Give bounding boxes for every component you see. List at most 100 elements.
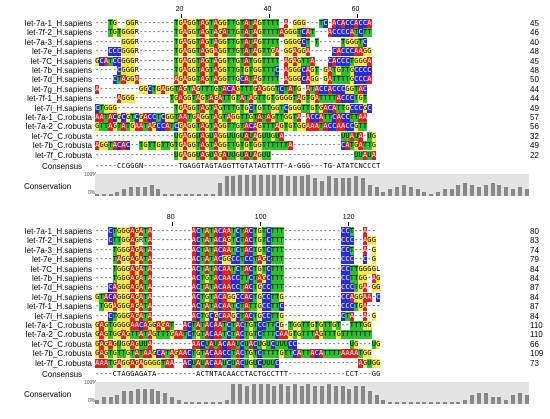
- nucleotide-cell: A: [95, 358, 100, 368]
- sequence-name[interactable]: let-7a-3_H.sapiens: [24, 37, 92, 47]
- sequence-row[interactable]: ---TGTGGGR--------TGAGGTAGTAGATTGTATAGTT…: [95, 28, 372, 38]
- sequence-name[interactable]: let-7b_C.robusta: [32, 141, 92, 151]
- sequence-row[interactable]: ---CTGGGAGATA---------ACTATACAATCTACTGTC…: [95, 227, 376, 236]
- nucleotide-cell: T: [261, 113, 267, 122]
- sequence-row[interactable]: GTACAGGGAGATA---------ACTGTACAGGCCACTGCC…: [95, 292, 381, 302]
- sequence-name[interactable]: let-7C_C.robusta: [31, 131, 92, 141]
- nucleotide-cell: T: [261, 264, 267, 274]
- sequence-name[interactable]: let-7b_C.robusta: [32, 349, 92, 359]
- sequence-name[interactable]: let-7b_H.sapiens: [31, 66, 92, 75]
- nucleotide-cell: A: [138, 122, 144, 132]
- conservation-bar: [415, 189, 420, 196]
- sequence-row[interactable]: ------------------UGAGGUAGUAGGUUGUAUAGUU…: [95, 131, 376, 141]
- sequence-name[interactable]: let-7a-2_C.robusta: [25, 330, 92, 340]
- sequence-name[interactable]: let-7a-2_C.robusta: [25, 122, 92, 132]
- sequence-row[interactable]: AGGTACAC--TGTTGTTGTGAGGTAGTAGGTTGTGTGGTT…: [95, 141, 376, 151]
- nucleotide-cell: -: [178, 227, 183, 235]
- sequence-name[interactable]: let-7g_H.sapiens: [31, 84, 92, 94]
- nucleotide-cell: G: [279, 94, 284, 104]
- sequence-row[interactable]: ----CTAGGA--------AGAGGTAGTAGGTTGCATAGTT…: [95, 75, 372, 85]
- sequence-name[interactable]: let-7f-2_H.sapiens: [27, 28, 92, 38]
- sequence-name[interactable]: let-7i_H.sapiens: [34, 311, 92, 321]
- sequence-name[interactable]: let-7e_H.sapiens: [31, 47, 92, 57]
- nucleotide-cell: G: [112, 339, 117, 349]
- sequence-row[interactable]: ----TGGGAGATA---------ACTATACAATCTACTGTC…: [95, 245, 376, 255]
- sequence-row[interactable]: GCATCCGGGR--------TGAGGTAGTAGGTTGTATGGTT…: [95, 56, 372, 66]
- nucleotide-cell: -: [292, 311, 297, 320]
- sequence-row[interactable]: ----TAGGAGATA---------ACTATACGGCCTCCTAGC…: [95, 255, 376, 265]
- sequence-row[interactable]: -----CGGGR--------TGAGGTAGTAGGTTGTGTGGTT…: [95, 66, 372, 75]
- nucleotide-cell: T: [248, 19, 254, 28]
- sequence-row[interactable]: AATACGCGTCGACCTCGGTAATGAGGTAGTAGGTTGTATA…: [95, 113, 368, 122]
- sequence-row[interactable]: GAGTGGAGTTATAGTTTGAATCTGTACAATCTACTGTCTT…: [95, 330, 372, 340]
- nucleotide-cell: C: [358, 75, 363, 85]
- nucleotide-cell: -: [305, 245, 311, 254]
- nucleotide-cell: T: [270, 330, 276, 340]
- sequence-row[interactable]: ---TG--GGR--------TGAGGTAGTAGGTTGTATAGTT…: [95, 19, 372, 28]
- sequence-name[interactable]: let-7a-1_C.robusta: [25, 321, 92, 330]
- sequence-name[interactable]: let-7d_H.sapiens: [31, 283, 92, 293]
- nucleotide-cell: T: [332, 349, 337, 359]
- nucleotide-cell: A: [336, 47, 341, 57]
- sequence-name[interactable]: let-7e_H.sapiens: [31, 255, 92, 265]
- nucleotide-cell: T: [152, 84, 157, 94]
- nucleotide-cell: T: [367, 141, 372, 151]
- nucleotide-cell: T: [310, 28, 315, 38]
- consensus-char: T: [257, 370, 262, 378]
- nucleotide-cell: -: [279, 66, 284, 74]
- sequence-row[interactable]: AAATGAGGAGAGGGGTAA--ACUAUACAAUCUACUGUCUU…: [95, 358, 381, 368]
- nucleotide-cell: -: [314, 339, 319, 348]
- sequence-name[interactable]: let-7f-1_H.sapiens: [27, 94, 92, 104]
- conservation-bar: [333, 386, 338, 404]
- nucleotide-cell: A: [253, 19, 258, 28]
- nucleotide-cell: A: [340, 19, 346, 28]
- sequence-row[interactable]: ---CCCGGGR--------TGAGGTAGGAGGTTGTATAGTT…: [95, 47, 372, 57]
- sequence-name[interactable]: let-7d_H.sapiens: [31, 75, 92, 85]
- sequence-row[interactable]: -----AGGG--------TGAGGTAGTAGATTGTATAGTTG…: [95, 94, 368, 104]
- nucleotide-cell: G: [371, 311, 376, 321]
- sequence-name[interactable]: let-7f-1_H.sapiens: [27, 302, 92, 312]
- nucleotide-cell: T: [349, 141, 355, 151]
- sequence-name[interactable]: let-7f_C.robusta: [35, 150, 92, 160]
- nucleotide-cell: G: [296, 321, 302, 330]
- sequence-row[interactable]: ---CTGGGAGATA---------ACTGCGCAAGCTACTGCC…: [95, 311, 376, 321]
- consensus-char: N: [209, 370, 214, 378]
- nucleotide-cell: T: [200, 321, 205, 330]
- sequence-name[interactable]: let-7C_H.sapiens: [30, 56, 92, 66]
- sequence-row[interactable]: GAGAGUGGAGUUA---------AACUAUACAAUCUACUGU…: [95, 339, 381, 349]
- nucleotide-cell: C: [187, 321, 192, 330]
- sequence-row[interactable]: A---------GGCTGAGGTAGTAGTTTGTACAGTTTGAGG…: [95, 84, 368, 94]
- sequence-name[interactable]: let-7f-2_H.sapiens: [27, 236, 92, 246]
- sequence-name[interactable]: let-7a-1_C.robusta: [25, 113, 92, 122]
- sequence-name[interactable]: let-7i_H.sapiens: [34, 103, 92, 113]
- sequence-row[interactable]: ------GGGR--------TGAGGTAGTAGGTTGTATAGTT…: [95, 37, 368, 47]
- sequence-row[interactable]: ----TGGGAGATA---------ACTGTACAACCTTCTAGC…: [95, 274, 381, 283]
- sequence-row[interactable]: ---CTTGGAGRTA---------ACTATACAGTCTACTGTC…: [95, 236, 376, 246]
- nucleotide-cell: C: [340, 47, 346, 57]
- sequence-row[interactable]: -TGGAGGGAGATA---------ACTATACAATCTATTGCC…: [95, 302, 380, 312]
- consensus-char: G: [125, 162, 131, 170]
- consensus-char: G: [261, 162, 267, 170]
- nucleotide-cell: T: [327, 321, 333, 330]
- sequence-name[interactable]: let-7a-1_H.sapiens: [24, 19, 92, 28]
- sequence-name[interactable]: let-7C_H.sapiens: [30, 264, 92, 274]
- sequence-row[interactable]: CTGGG-------------TGAGGTAGTAGTTTGTGCTGTT…: [95, 103, 372, 113]
- sequence-name[interactable]: let-7f_C.robusta: [35, 358, 92, 368]
- nucleotide-cell: C: [195, 245, 201, 255]
- sequence-row[interactable]: ---CAGGGAGATA---------ACTATACAACCTACTGCC…: [95, 283, 381, 293]
- nucleotide-cell: G: [231, 311, 236, 321]
- sequence-row[interactable]: ------------------UGAGGUAGUAGAUUGUAUAGUU…: [95, 150, 376, 160]
- sequence-name[interactable]: let-7a-3_H.sapiens: [24, 245, 92, 255]
- nucleotide-cell: -: [354, 255, 359, 264]
- sequence-row[interactable]: ----TGGGAGATA---------ACTATACAATCTACTGTC…: [95, 264, 380, 274]
- sequence-row[interactable]: GAGTGGGGAACAGGAGAT--ACTATACAATCTACTGTCCT…: [95, 321, 372, 330]
- sequence-name[interactable]: let-7a-1_H.sapiens: [24, 227, 92, 236]
- sequence-name[interactable]: let-7b_H.sapiens: [31, 274, 92, 283]
- nucleotide-cell: T: [257, 94, 262, 104]
- sequence-row[interactable]: GTTAGTATGAATAGCCATCGAGGTAGTAGGTTGTACAGTT…: [95, 122, 368, 132]
- sequence-row[interactable]: GAGTGTTGTATAAGCATAGAACTGTACAACCTACTGTCTT…: [95, 349, 372, 359]
- sequence-name[interactable]: let-7C_C.robusta: [31, 339, 92, 349]
- nucleotide-cell: A: [283, 56, 289, 66]
- nucleotide-cell: G: [130, 75, 135, 85]
- sequence-name[interactable]: let-7g_H.sapiens: [31, 292, 92, 302]
